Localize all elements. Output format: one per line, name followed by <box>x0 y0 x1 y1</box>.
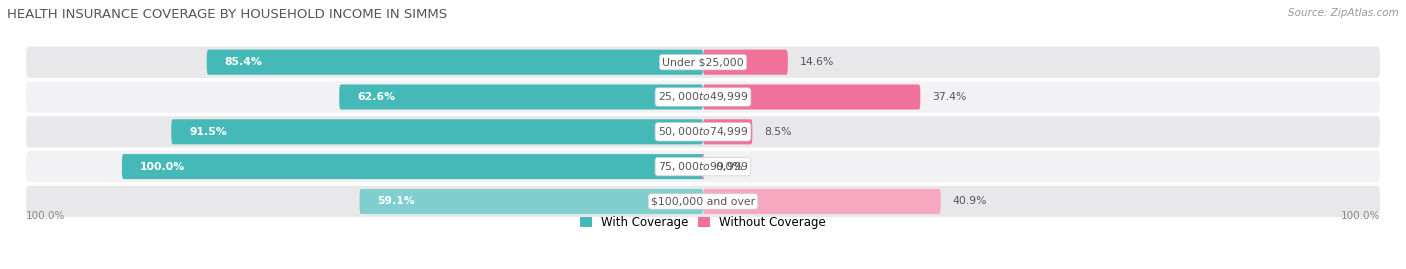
FancyBboxPatch shape <box>27 151 1379 182</box>
Text: 100.0%: 100.0% <box>139 162 186 172</box>
Text: 8.5%: 8.5% <box>765 127 792 137</box>
FancyBboxPatch shape <box>702 154 704 179</box>
FancyBboxPatch shape <box>339 84 703 109</box>
Text: $25,000 to $49,999: $25,000 to $49,999 <box>658 90 748 104</box>
Text: 91.5%: 91.5% <box>190 127 226 137</box>
FancyBboxPatch shape <box>27 186 1379 217</box>
Text: HEALTH INSURANCE COVERAGE BY HOUSEHOLD INCOME IN SIMMS: HEALTH INSURANCE COVERAGE BY HOUSEHOLD I… <box>7 8 447 21</box>
Text: 59.1%: 59.1% <box>378 196 415 206</box>
Text: 0.0%: 0.0% <box>716 162 742 172</box>
Text: 100.0%: 100.0% <box>1340 211 1379 221</box>
Text: 62.6%: 62.6% <box>357 92 395 102</box>
FancyBboxPatch shape <box>122 154 703 179</box>
Text: $75,000 to $99,999: $75,000 to $99,999 <box>658 160 748 173</box>
FancyBboxPatch shape <box>27 116 1379 147</box>
FancyBboxPatch shape <box>703 119 752 144</box>
FancyBboxPatch shape <box>703 189 941 214</box>
Text: $50,000 to $74,999: $50,000 to $74,999 <box>658 125 748 138</box>
FancyBboxPatch shape <box>703 84 921 109</box>
FancyBboxPatch shape <box>27 81 1379 113</box>
Text: 85.4%: 85.4% <box>225 57 263 67</box>
Text: 40.9%: 40.9% <box>953 196 987 206</box>
FancyBboxPatch shape <box>172 119 703 144</box>
FancyBboxPatch shape <box>27 47 1379 78</box>
Text: 100.0%: 100.0% <box>27 211 66 221</box>
Text: Source: ZipAtlas.com: Source: ZipAtlas.com <box>1288 8 1399 18</box>
FancyBboxPatch shape <box>703 50 787 75</box>
Text: Under $25,000: Under $25,000 <box>662 57 744 67</box>
Text: 37.4%: 37.4% <box>932 92 967 102</box>
Text: $100,000 and over: $100,000 and over <box>651 196 755 206</box>
FancyBboxPatch shape <box>207 50 703 75</box>
Legend: With Coverage, Without Coverage: With Coverage, Without Coverage <box>579 216 827 229</box>
Text: 14.6%: 14.6% <box>800 57 834 67</box>
FancyBboxPatch shape <box>360 189 703 214</box>
